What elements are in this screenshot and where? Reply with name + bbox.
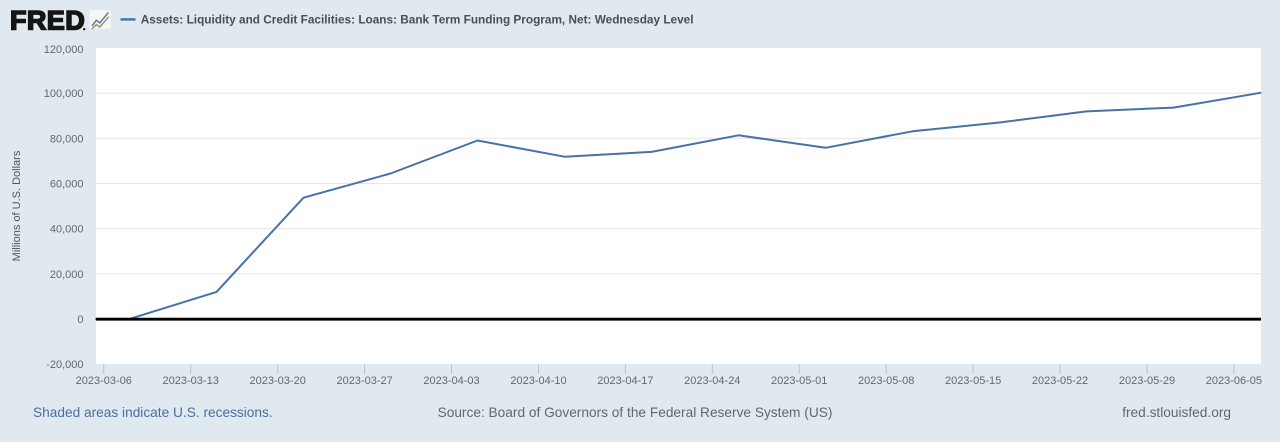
svg-text:Source: Board of Governors of: Source: Board of Governors of the Federa… (438, 405, 833, 420)
svg-text:40,000: 40,000 (50, 224, 84, 236)
svg-text:2023-05-29: 2023-05-29 (1119, 375, 1175, 387)
svg-text:Assets: Liquidity and Credit F: Assets: Liquidity and Credit Facilities:… (141, 12, 694, 26)
svg-text:2023-04-17: 2023-04-17 (597, 375, 653, 387)
svg-text:2023-03-13: 2023-03-13 (163, 375, 219, 387)
svg-text:2023-05-01: 2023-05-01 (771, 375, 827, 387)
svg-text:2023-05-15: 2023-05-15 (945, 375, 1001, 387)
svg-text:2023-03-06: 2023-03-06 (76, 375, 132, 387)
svg-text:2023-04-03: 2023-04-03 (423, 375, 479, 387)
svg-text:0: 0 (77, 314, 83, 326)
svg-text:2023-03-27: 2023-03-27 (336, 375, 392, 387)
svg-text:2023-05-22: 2023-05-22 (1032, 375, 1088, 387)
svg-text:fred.stlouisfed.org: fred.stlouisfed.org (1122, 405, 1231, 420)
svg-text:20,000: 20,000 (50, 269, 84, 281)
svg-text:FRED: FRED (10, 6, 85, 36)
svg-text:2023-04-24: 2023-04-24 (684, 375, 740, 387)
svg-text:Shaded areas indicate U.S. rec: Shaded areas indicate U.S. recessions. (33, 405, 273, 420)
svg-text:-20,000: -20,000 (46, 359, 83, 371)
svg-text:60,000: 60,000 (50, 179, 84, 191)
svg-text:120,000: 120,000 (44, 44, 84, 56)
svg-text:Millions of U.S. Dollars: Millions of U.S. Dollars (11, 150, 23, 261)
svg-text:2023-05-08: 2023-05-08 (858, 375, 914, 387)
svg-text:2023-04-10: 2023-04-10 (510, 375, 566, 387)
svg-text:2023-03-20: 2023-03-20 (250, 375, 306, 387)
svg-text:100,000: 100,000 (44, 88, 84, 100)
svg-text:2023-06-05: 2023-06-05 (1206, 375, 1262, 387)
svg-text:80,000: 80,000 (50, 133, 84, 145)
